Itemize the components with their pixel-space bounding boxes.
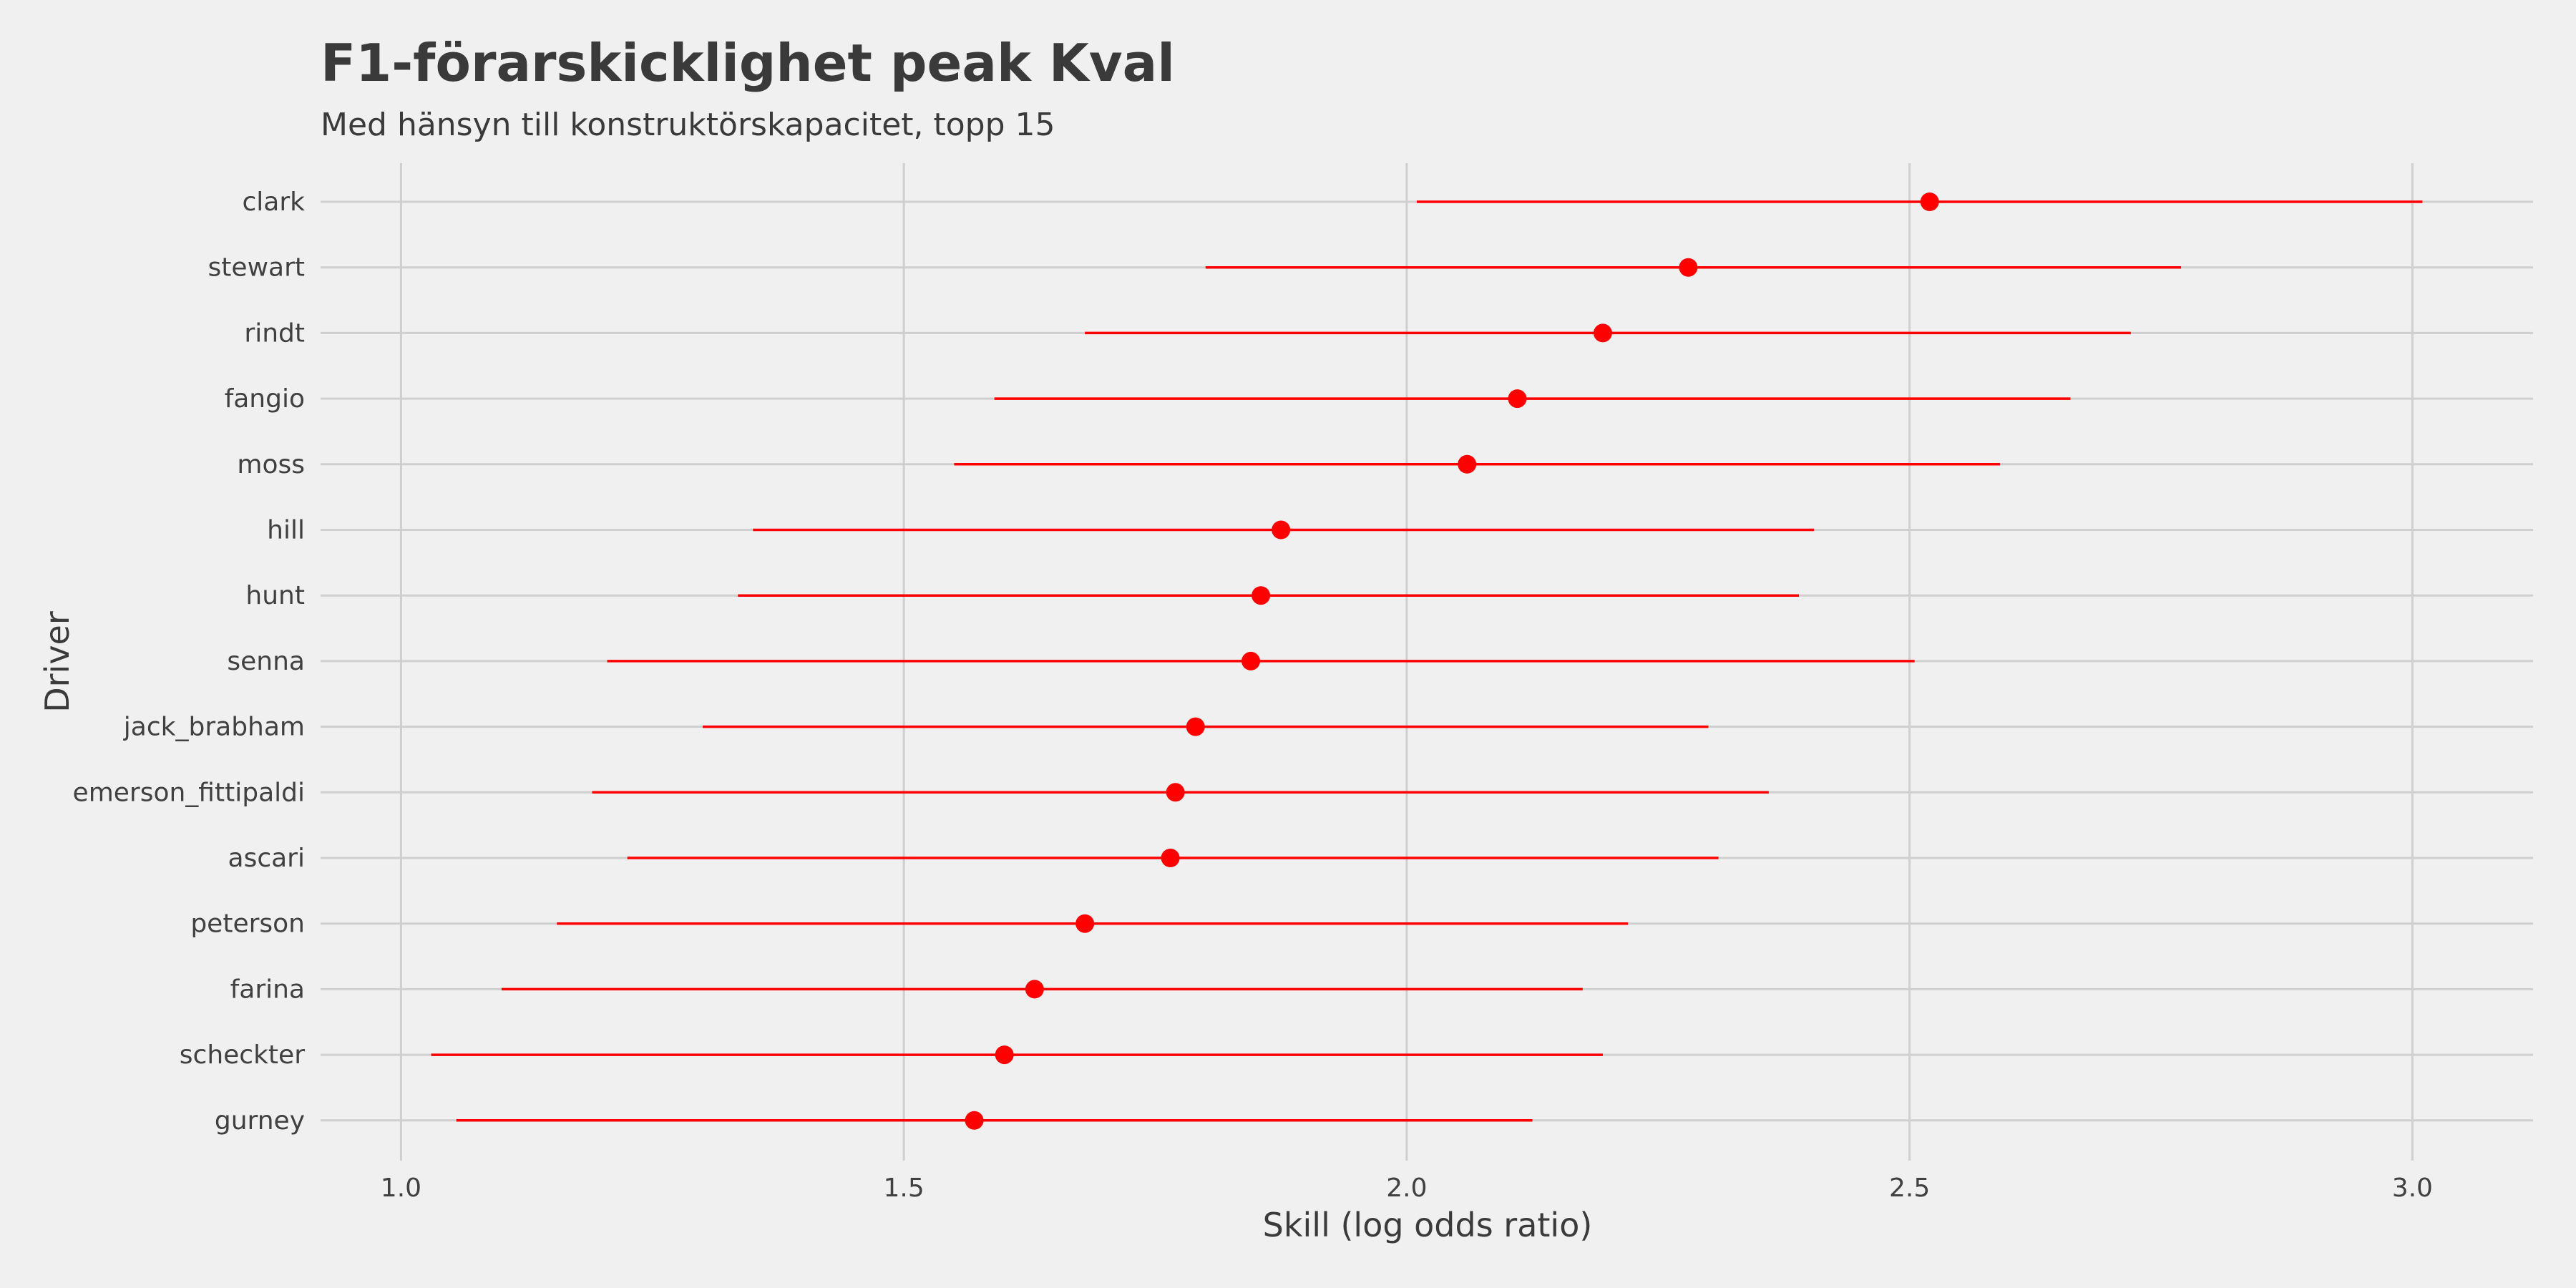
y-tick-label: hunt	[245, 581, 305, 610]
point-hunt	[1252, 586, 1271, 605]
point-gurney	[965, 1111, 984, 1130]
chart-title: F1-förarskicklighet peak Kval	[321, 33, 1175, 93]
y-tick-label: scheckter	[180, 1040, 305, 1070]
y-tick-label: emerson_fittipaldi	[73, 778, 305, 807]
x-tick-label: 2.5	[1889, 1174, 1930, 1203]
y-tick-label: gurney	[215, 1106, 305, 1136]
x-tick-label: 3.0	[2392, 1174, 2433, 1203]
y-tick-label: hill	[267, 516, 305, 545]
point-estimates	[965, 192, 1939, 1130]
y-tick-label: jack_brabham	[123, 713, 305, 742]
x-tick-label: 1.0	[381, 1174, 421, 1203]
y-tick-label: ascari	[228, 844, 305, 873]
y-tick-labels: clark stewart rindt fangio moss hill hunt senna…	[73, 187, 306, 1136]
point-ascari	[1161, 849, 1180, 867]
point-jack_brabham	[1186, 717, 1205, 736]
point-hill	[1272, 520, 1291, 540]
y-tick-label: farina	[230, 975, 305, 1004]
y-tick-label: moss	[237, 450, 305, 479]
y-tick-label: rindt	[244, 318, 305, 348]
point-fangio	[1508, 389, 1527, 409]
x-axis-label: Skill (log odds ratio)	[1263, 1206, 1593, 1244]
y-tick-label: stewart	[208, 253, 305, 283]
x-tick-label: 2.0	[1386, 1174, 1427, 1203]
y-tick-label: senna	[227, 647, 305, 676]
point-clark	[1920, 192, 1939, 211]
point-senna	[1241, 651, 1261, 670]
x-tick-labels: 1.0 1.5 2.0 2.5 3.0	[381, 1174, 2433, 1203]
point-moss	[1458, 454, 1477, 474]
point-stewart	[1679, 258, 1698, 277]
point-scheckter	[995, 1045, 1014, 1065]
point-farina	[1025, 980, 1044, 999]
point-rindt	[1593, 323, 1612, 343]
point-peterson	[1075, 914, 1095, 933]
y-tick-label: peterson	[190, 909, 305, 939]
y-tick-label: fangio	[225, 384, 305, 414]
y-tick-label: clark	[242, 187, 305, 217]
x-tick-label: 1.5	[884, 1174, 924, 1203]
y-axis-label: Driver	[38, 611, 77, 713]
chart-subtitle: Med hänsyn till konstruktörskapacitet, t…	[321, 107, 1055, 143]
point-emerson_fittipaldi	[1166, 783, 1185, 802]
